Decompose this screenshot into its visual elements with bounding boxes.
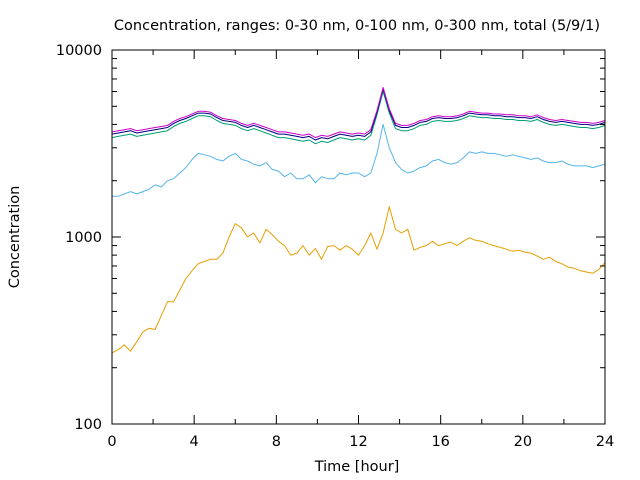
x-tick-label: 16: [431, 434, 449, 450]
chart-title: Concentration, ranges: 0-30 nm, 0-100 nm…: [114, 18, 600, 34]
series-line-1: [111, 206, 606, 354]
x-axis-label: Time [hour]: [314, 459, 400, 475]
tick-layer: 0 4 8 12 16 20 24 100 1000 10000: [56, 43, 614, 450]
x-tick-label: 24: [596, 434, 614, 450]
series-layer: [111, 87, 606, 354]
plot-frame: [111, 49, 606, 425]
y-tick-label: 10000: [56, 43, 102, 59]
x-tick-label: 4: [190, 434, 199, 450]
series-line-2: [112, 123, 606, 197]
y-tick-label: 100: [74, 417, 102, 433]
series-line-3: [111, 91, 606, 145]
y-tick-label: 1000: [65, 230, 102, 246]
series-line-4: [111, 88, 606, 141]
x-tick-label: 20: [514, 434, 532, 450]
series-line-5: [111, 87, 606, 139]
y-axis-label: Concentration: [7, 186, 23, 289]
x-tick-label: 0: [107, 434, 116, 450]
x-tick-label: 8: [272, 434, 281, 450]
x-tick-label: 12: [349, 434, 367, 450]
